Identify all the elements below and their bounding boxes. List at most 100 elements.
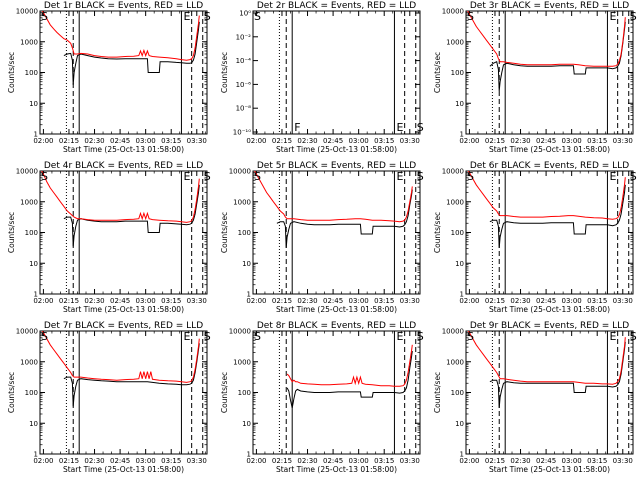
detector-chart-1: Det 1r BLACK = Events, RED = LLD 1 10 100 10… — [7, 1, 211, 154]
y-tick-label: 10000 — [442, 8, 464, 16]
y-axis-label: Counts/sec — [220, 372, 229, 413]
series-events-line — [63, 343, 200, 407]
x-tick-label: 02:30 — [84, 137, 104, 145]
series-group — [41, 11, 200, 85]
y-tick-label: 1000 — [446, 198, 464, 206]
y-axis-label: Counts/sec — [7, 212, 16, 253]
x-tick-label: 02:45 — [536, 457, 556, 465]
chart-title: Det 3r BLACK = Events, RED = LLD — [470, 1, 629, 11]
x-tick-label: 03:00 — [136, 297, 156, 305]
chart-title: Det 4r BLACK = Events, RED = LLD — [44, 161, 203, 171]
series-events-line — [63, 184, 200, 247]
marker-far-right: S — [630, 330, 637, 343]
detector-panel-2: Det 2r BLACK = Events, RED = LLD 10⁻¹⁰ 10⁻… — [213, 0, 426, 160]
y-tick-label: 10000 — [16, 328, 38, 336]
chart-title: Det 9r BLACK = Events, RED = LLD — [470, 321, 629, 331]
marker-far-right: S — [204, 170, 211, 183]
plot-frame — [39, 170, 208, 295]
x-tick-label: 03:00 — [562, 457, 582, 465]
y-tick-label: 100 — [25, 229, 38, 237]
y-tick-label: 100 — [238, 229, 251, 237]
chart-title: Det 1r BLACK = Events, RED = LLD — [44, 1, 203, 11]
y-axis-label: Counts/sec — [7, 52, 16, 93]
plot-frame — [465, 330, 634, 455]
y-tick-label: 1000 — [20, 198, 38, 206]
x-tick-label: 02:30 — [297, 297, 317, 305]
x-tick-label: 02:15 — [59, 297, 79, 305]
y-tick-label: 100 — [25, 69, 38, 77]
y-tick-label: 10 — [455, 420, 464, 428]
x-axis-label: Start Time (25-Oct-13 01:58:00) — [63, 145, 184, 154]
marker-far-right: S — [630, 170, 637, 183]
y-tick-label: 100 — [451, 229, 464, 237]
detector-chart-7: Det 7r BLACK = Events, RED = LLD 1 10 100 10… — [7, 321, 211, 474]
marker-far-right: S — [204, 10, 211, 23]
chart-title: Det 7r BLACK = Events, RED = LLD — [44, 321, 203, 331]
y-tick-label: 10 — [455, 100, 464, 108]
x-tick-label: 03:30 — [613, 137, 633, 145]
y-tick-label: 100 — [451, 389, 464, 397]
marker-left: S — [254, 10, 261, 23]
marker-far-right: S — [417, 121, 424, 134]
marker-right: E — [396, 121, 403, 134]
y-axis-label: Counts/sec — [220, 212, 229, 253]
plot-frame — [465, 170, 634, 295]
series-lld-line — [254, 171, 413, 223]
y-tick-label: 10⁻⁴ — [236, 57, 252, 65]
y-tick-label: 10000 — [442, 168, 464, 176]
x-tick-label: 02:00 — [459, 457, 479, 465]
x-axis-label: Start Time (25-Oct-13 01:58:00) — [63, 305, 184, 314]
y-tick-label: 1 — [247, 291, 251, 299]
series-group — [467, 331, 626, 408]
series-events-line — [489, 341, 626, 408]
x-tick-label: 03:15 — [587, 457, 607, 465]
y-tick-label: 1000 — [20, 38, 38, 46]
chart-title: Det 2r BLACK = Events, RED = LLD — [257, 1, 416, 11]
series-lld-line — [41, 11, 200, 61]
x-axis-label: Start Time (25-Oct-13 01:58:00) — [489, 305, 610, 314]
x-tick-label: 02:45 — [323, 457, 343, 465]
x-tick-label: 02:30 — [84, 457, 104, 465]
x-tick-label: 02:00 — [246, 297, 266, 305]
x-tick-label: 03:00 — [562, 297, 582, 305]
y-tick-label: 10 — [455, 260, 464, 268]
y-tick-label: 1 — [460, 131, 464, 139]
x-tick-label: 02:15 — [272, 137, 292, 145]
marker-left: S — [41, 170, 48, 183]
series-group — [254, 171, 413, 248]
x-tick-label: 03:30 — [613, 457, 633, 465]
plot-frame — [252, 170, 421, 295]
y-axis-label: Counts/sec — [7, 372, 16, 413]
x-tick-label: 03:30 — [187, 457, 207, 465]
x-tick-label: 02:30 — [510, 297, 530, 305]
x-tick-label: 02:00 — [459, 297, 479, 305]
marker-right: E — [609, 330, 616, 343]
y-tick-label: 10⁻⁶ — [236, 81, 252, 89]
y-tick-label: 1000 — [233, 198, 251, 206]
x-tick-label: 02:15 — [485, 137, 505, 145]
detector-chart-2: Det 2r BLACK = Events, RED = LLD 10⁻¹⁰ 10⁻… — [220, 1, 424, 154]
x-tick-label: 02:45 — [323, 297, 343, 305]
y-tick-label: 10⁻² — [236, 33, 252, 41]
detector-panel-7: Det 7r BLACK = Events, RED = LLD 1 10 100 10… — [0, 320, 213, 480]
y-tick-label: 1 — [34, 291, 38, 299]
y-axis-label: Counts/sec — [433, 52, 442, 93]
plot-frame — [39, 330, 208, 455]
x-tick-label: 02:30 — [510, 137, 530, 145]
x-tick-label: 02:45 — [110, 457, 130, 465]
marker-left: S — [254, 330, 261, 343]
x-axis-label: Start Time (25-Oct-13 01:58:00) — [489, 465, 610, 474]
y-tick-label: 10 — [29, 420, 38, 428]
detector-panel-8: Det 8r BLACK = Events, RED = LLD 1 10 100 10… — [213, 320, 426, 480]
x-tick-label: 02:15 — [485, 297, 505, 305]
detector-panel-9: Det 9r BLACK = Events, RED = LLD 1 10 100 10… — [426, 320, 639, 480]
x-axis-label: Start Time (25-Oct-13 01:58:00) — [276, 145, 397, 154]
x-tick-label: 03:00 — [136, 457, 156, 465]
y-tick-label: 10⁻¹⁰ — [233, 129, 251, 137]
marker-right: E — [609, 10, 616, 23]
marker-right: E — [396, 330, 403, 343]
y-tick-label: 1 — [34, 131, 38, 139]
y-axis-label: Counts/sec — [220, 52, 229, 93]
x-tick-label: 02:00 — [246, 457, 266, 465]
x-tick-label: 02:15 — [59, 137, 79, 145]
